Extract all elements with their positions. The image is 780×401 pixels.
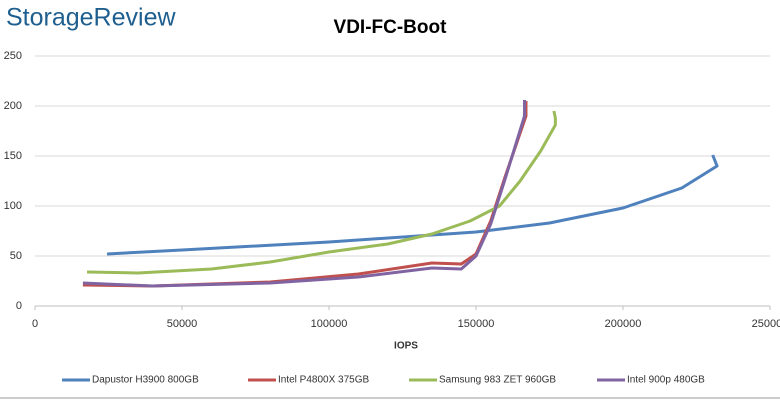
x-tick-label: 100000 — [311, 318, 348, 330]
series-line — [82, 100, 527, 288]
x-tick-label: 0 — [32, 318, 38, 330]
y-tick-label: 0 — [16, 300, 22, 312]
y-tick-label: 200 — [4, 100, 22, 112]
chart-title: VDI-FC-Boot — [334, 17, 448, 38]
x-axis-label: IOPS — [394, 341, 418, 352]
x-tick-label: 150000 — [458, 318, 495, 330]
legend-label: Samsung 983 ZET 960GB — [439, 375, 556, 386]
series-line — [82, 101, 528, 288]
legend-label: Intel 900p 480GB — [627, 375, 705, 386]
brand-logo: StorageReview — [6, 4, 176, 32]
y-tick-label: 50 — [10, 250, 22, 262]
x-tick-label: 250000 — [752, 318, 780, 330]
legend-label: Dapustor H3900 800GB — [92, 375, 199, 386]
y-tick-label: 150 — [4, 150, 22, 162]
y-tick-label: 250 — [4, 50, 22, 62]
legend-label: Intel P4800X 375GB — [278, 375, 370, 386]
y-tick-label: 100 — [4, 200, 22, 212]
x-tick-label: 200000 — [605, 318, 642, 330]
series-line — [87, 110, 557, 275]
series-line — [106, 154, 719, 256]
x-tick-label: 50000 — [167, 318, 198, 330]
